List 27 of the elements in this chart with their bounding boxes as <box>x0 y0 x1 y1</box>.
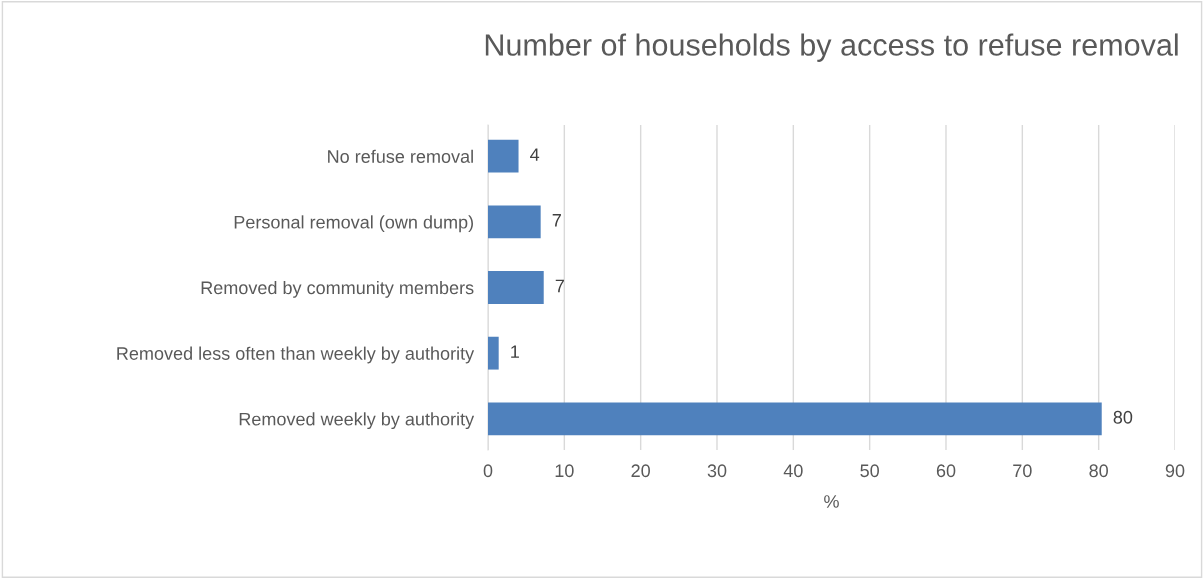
y-tick-label: No refuse removal <box>328 149 473 163</box>
x-tick-label: 90 <box>1165 464 1185 478</box>
x-tick-label: 50 <box>860 464 879 478</box>
x-tick-label: 0 <box>483 464 493 478</box>
y-tick-label: Removed less often than weekly by authority <box>117 346 475 364</box>
x-tick-label: 20 <box>631 464 650 478</box>
x-tick-label: 70 <box>1013 464 1032 478</box>
bar <box>488 205 541 239</box>
y-tick-label: Removed weekly by authority <box>239 412 475 430</box>
bar <box>488 271 544 304</box>
data-label: 1 <box>511 345 519 358</box>
data-label: 80 <box>1113 410 1133 424</box>
bar <box>488 336 499 370</box>
x-tick-label: 30 <box>707 464 727 478</box>
x-tick-label: 10 <box>555 464 574 478</box>
data-label: 4 <box>530 148 540 161</box>
bar <box>488 402 1102 436</box>
x-tick-label: 60 <box>936 464 956 478</box>
chart-title: Number of households by access to refuse removal <box>485 33 1178 62</box>
bar <box>488 139 519 173</box>
data-label: 7 <box>552 214 561 227</box>
x-axis-title: % <box>824 495 839 508</box>
x-tick-label: 80 <box>1089 464 1108 478</box>
x-tick-label: 40 <box>783 464 803 478</box>
data-label: 7 <box>555 279 564 293</box>
y-tick-label: Removed by community members <box>201 280 474 298</box>
y-tick-label: Personal removal (own dump) <box>234 215 474 233</box>
